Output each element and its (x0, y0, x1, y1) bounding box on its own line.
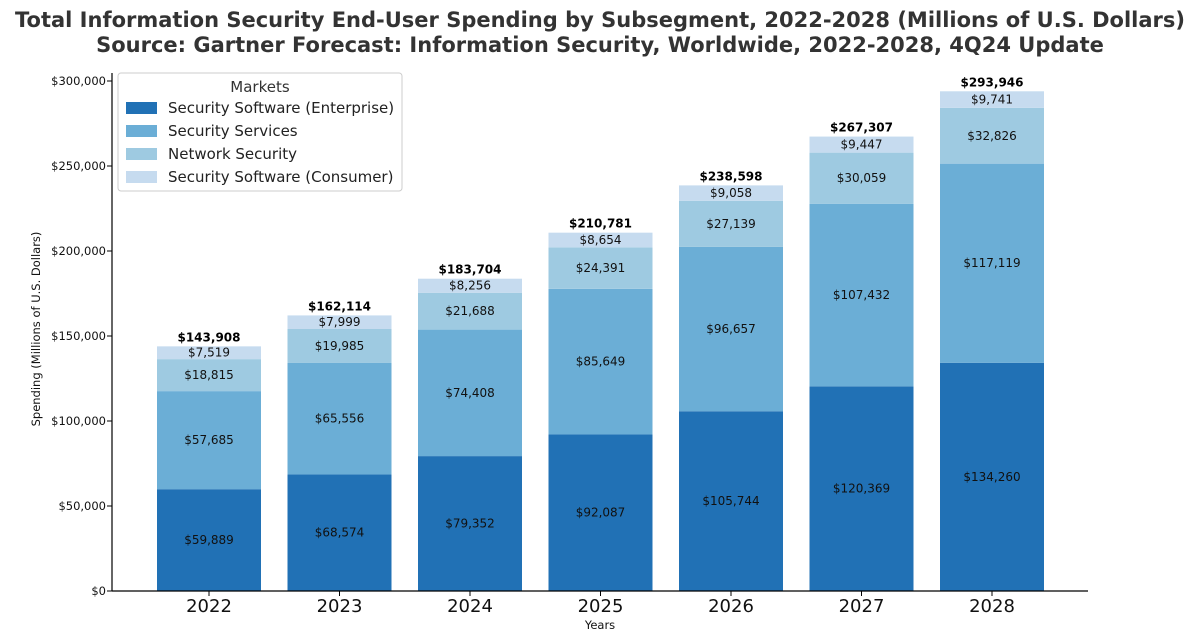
bar-segment-2028-series-0 (940, 362, 1044, 591)
segment-value-label: $65,556 (315, 412, 365, 426)
y-tick-label: $200,000 (51, 244, 106, 258)
segment-value-label: $59,889 (184, 533, 234, 547)
axes-layer: 2022 2023 2024 2025 2026 2027 2028 $0 $50,000 $10… (51, 73, 1088, 617)
x-tick-label: 2022 (186, 596, 232, 617)
legend-label: Security Software (Enterprise) (168, 99, 394, 117)
bar-segment-2027-series-0 (809, 386, 914, 591)
bar-segment-2024-series-3 (418, 278, 522, 293)
legend: Markets Security Software (Enterprise)Se… (117, 72, 403, 192)
segment-value-label: $134,260 (963, 470, 1020, 484)
bar-segment-2024-series-2 (418, 292, 522, 330)
legend-label: Security Software (Consumer) (168, 168, 393, 186)
segment-value-label: $32,826 (967, 129, 1017, 143)
segment-value-label: $92,087 (576, 506, 626, 520)
y-tick-label: $300,000 (51, 74, 106, 88)
segment-value-label: $8,256 (449, 279, 491, 293)
segment-value-label: $96,657 (706, 322, 756, 336)
y-tick-label: $100,000 (51, 414, 106, 428)
chart-subtitle: Source: Gartner Forecast: Information Se… (96, 33, 1104, 57)
segment-value-label: $19,985 (315, 339, 365, 353)
x-tick-label: 2028 (969, 596, 1015, 617)
bar-segment-2022-series-2 (157, 359, 261, 392)
x-tick-label: 2024 (447, 596, 493, 617)
bar-segment-2028-series-1 (940, 163, 1044, 363)
segment-value-label: $117,119 (963, 256, 1020, 270)
y-tick-label: $150,000 (51, 329, 106, 343)
x-axis-label: Years (584, 618, 615, 632)
segment-value-label: $107,432 (833, 288, 890, 302)
segment-value-label: $7,999 (319, 315, 361, 329)
total-value-label: $210,781 (569, 217, 632, 231)
bar-segment-2026-series-0 (679, 411, 783, 591)
x-tick-label: 2026 (708, 596, 754, 617)
bar-segment-2027-series-1 (809, 203, 914, 387)
y-tick-label: $250,000 (51, 159, 106, 173)
bar-segment-2026-series-1 (679, 246, 783, 412)
bar-segment-2025-series-3 (548, 232, 653, 248)
segment-value-label: $74,408 (445, 386, 495, 400)
bar-segment-2022-series-0 (157, 489, 261, 591)
y-axis-label: Spending (Millions of U.S. Dollars) (29, 232, 43, 427)
x-tick-label: 2023 (317, 596, 363, 617)
legend-swatch (126, 171, 157, 183)
segment-value-label: $68,574 (315, 526, 365, 540)
bars-layer (157, 91, 1044, 591)
segment-value-label: $8,654 (580, 233, 622, 247)
bar-segment-2025-series-1 (548, 288, 653, 435)
bar-segment-2028-series-2 (940, 107, 1044, 164)
bar-segment-2023-series-2 (287, 329, 392, 363)
bar-segment-2022-series-3 (157, 346, 261, 360)
segment-value-label: $30,059 (837, 171, 887, 185)
total-value-label: $183,704 (438, 263, 501, 277)
segment-value-label: $24,391 (576, 261, 626, 275)
data-labels-layer: $59,889 $57,685 $18,815 $7,519 $143,908 $68,5… (177, 75, 1023, 547)
y-tick-label: $0 (91, 584, 106, 598)
segment-value-label: $85,649 (576, 355, 626, 369)
x-tick-label: 2025 (578, 596, 624, 617)
total-value-label: $267,307 (830, 121, 893, 135)
bar-segment-2027-series-3 (809, 136, 914, 153)
total-value-label: $293,946 (960, 75, 1023, 89)
bar-segment-2026-series-3 (679, 185, 783, 201)
total-value-label: $143,908 (177, 330, 240, 344)
bar-segment-2023-series-1 (287, 362, 392, 475)
bar-segment-2022-series-1 (157, 391, 261, 490)
legend-title: Markets (230, 78, 290, 96)
segment-value-label: $57,685 (184, 433, 234, 447)
y-tick-label: $50,000 (58, 499, 106, 513)
x-tick-label: 2027 (839, 596, 885, 617)
bar-segment-2026-series-2 (679, 200, 783, 247)
legend-label: Security Services (168, 122, 298, 140)
legend-frame (117, 72, 403, 192)
bar-segment-2023-series-0 (287, 474, 392, 591)
legend-swatch (126, 125, 157, 137)
segment-value-label: $120,369 (833, 482, 890, 496)
segment-value-label: $9,741 (971, 93, 1013, 107)
legend-items: Security Software (Enterprise) Security S… (126, 99, 394, 186)
bar-segment-2023-series-3 (287, 315, 392, 330)
bar-segment-2028-series-3 (940, 91, 1044, 108)
segment-value-label: $18,815 (184, 368, 234, 382)
segment-value-label: $7,519 (188, 346, 230, 360)
bar-segment-2024-series-0 (418, 456, 522, 591)
segment-value-label: $9,447 (841, 138, 883, 152)
segment-value-label: $79,352 (445, 517, 495, 531)
segment-value-label: $27,139 (706, 217, 756, 231)
legend-swatch (126, 148, 157, 160)
bar-segment-2024-series-1 (418, 329, 522, 457)
legend-label: Network Security (168, 145, 297, 163)
segment-value-label: $9,058 (710, 186, 752, 200)
segment-value-label: $105,744 (702, 494, 759, 508)
bar-segment-2025-series-0 (548, 434, 653, 591)
chart-title: Total Information Security End-User Spen… (15, 8, 1185, 32)
total-value-label: $238,598 (699, 169, 762, 183)
bar-segment-2027-series-2 (809, 152, 914, 204)
segment-value-label: $21,688 (445, 304, 495, 318)
total-value-label: $162,114 (308, 299, 371, 313)
legend-swatch (126, 102, 157, 114)
bar-segment-2025-series-2 (548, 247, 653, 289)
